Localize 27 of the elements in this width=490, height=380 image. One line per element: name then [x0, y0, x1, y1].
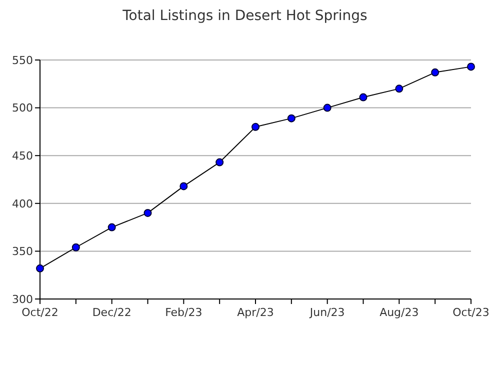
point	[36, 264, 44, 272]
point	[359, 93, 368, 102]
y-tick-label: 550	[12, 54, 33, 67]
point	[431, 68, 440, 76]
point	[395, 84, 404, 93]
y-tick-label: 300	[12, 292, 33, 306]
point	[72, 243, 80, 252]
chart-title: Total Listings in Desert Hot Springs	[122, 8, 368, 24]
point	[467, 62, 475, 71]
point	[180, 182, 188, 190]
y-tick-label: 500	[12, 102, 33, 115]
point	[287, 114, 296, 122]
x-tick-label: Oct/22	[22, 306, 58, 319]
point	[323, 104, 332, 112]
x-tick-label: Apr/23	[237, 306, 274, 319]
y-tick-label: 450	[12, 149, 33, 162]
point	[144, 208, 152, 217]
x-tick-label: Aug/23	[380, 306, 419, 319]
point	[216, 158, 224, 166]
x-tick-label: Feb/23	[165, 306, 202, 319]
x-tick-label: Oct/23	[452, 306, 490, 319]
x-tick-label: Jun/23	[308, 306, 345, 319]
y-tick-label: 350	[12, 245, 33, 258]
point	[108, 223, 116, 232]
x-tick-label: Dec/22	[92, 306, 132, 319]
y-tick-label: 400	[12, 197, 33, 210]
point	[252, 122, 260, 131]
